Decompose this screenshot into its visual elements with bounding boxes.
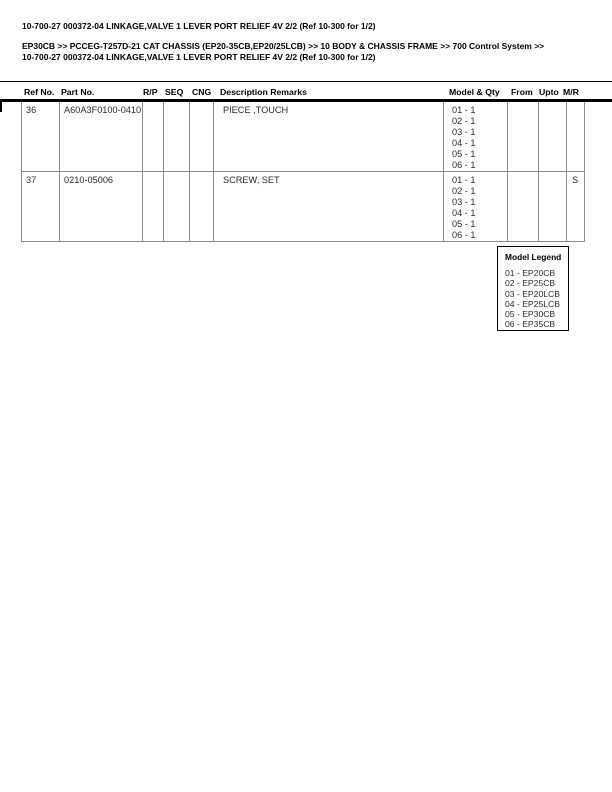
cell-description: SCREW, SET [213, 171, 444, 242]
col-header-cng: CNG [192, 87, 212, 97]
cell-upto [538, 171, 567, 242]
cell-rp [142, 171, 164, 242]
parts-table: 36 A60A3F0100-0410 PIECE ,TOUCH 01 - 1 0… [21, 102, 585, 242]
col-header-rp: R/P [143, 87, 158, 97]
col-header-seq: SEQ [165, 87, 184, 97]
left-edge-tick [0, 102, 2, 112]
breadcrumb-line-2: 10-700-27 000372-04 LINKAGE,VALVE 1 LEVE… [22, 52, 376, 62]
top-divider [0, 81, 612, 82]
legend-item: 02 - EP25CB [505, 278, 556, 289]
col-header-mr: M/R [563, 87, 579, 97]
col-header-description: Description Remarks [220, 87, 307, 97]
header-divider [0, 99, 612, 102]
cell-model-qty: 01 - 1 02 - 1 03 - 1 04 - 1 05 - 1 06 - … [443, 102, 508, 172]
col-header-model-qty: Model & Qty [449, 87, 500, 97]
col-header-from: From [511, 87, 533, 97]
cell-description: PIECE ,TOUCH [213, 102, 444, 172]
cell-mr: S [566, 171, 585, 242]
breadcrumb: EP30CB >> PCCEG-T257D-21 CAT CHASSIS (EP… [22, 41, 544, 63]
col-header-part-no: Part No. [61, 87, 95, 97]
col-header-upto: Upto [539, 87, 559, 97]
cell-mr [566, 102, 585, 172]
cell-cng [189, 102, 214, 172]
cell-part-no: A60A3F0100-0410 [59, 102, 143, 172]
cell-from [507, 102, 539, 172]
legend-item: 06 - EP35CB [505, 319, 556, 330]
cell-ref-no: 36 [21, 102, 60, 172]
cell-upto [538, 102, 567, 172]
model-legend-title: Model Legend [505, 252, 562, 262]
cell-rp [142, 102, 164, 172]
table-row-36: 36 A60A3F0100-0410 PIECE ,TOUCH 01 - 1 0… [21, 102, 585, 172]
cell-ref-no: 37 [21, 171, 60, 242]
legend-item: 01 - EP20CB [505, 268, 556, 278]
legend-item: 05 - EP30CB [505, 309, 556, 320]
model-legend: Model Legend 01 - EP20CB 02 - EP25CB 03 … [497, 246, 569, 331]
cell-seq [163, 102, 190, 172]
table-header-row: Ref No. Part No. R/P SEQ CNG Description… [0, 87, 612, 99]
breadcrumb-line-1: EP30CB >> PCCEG-T257D-21 CAT CHASSIS (EP… [22, 41, 545, 51]
cell-from [507, 171, 539, 242]
table-row-37: 37 0210-05006 SCREW, SET 01 - 1 02 - 1 0… [21, 171, 585, 242]
col-header-ref-no: Ref No. [24, 87, 55, 97]
model-legend-list: 01 - EP20CB 02 - EP25CB 03 - EP20LCB 04 … [505, 268, 568, 330]
cell-seq [163, 171, 190, 242]
page-title: 10-700-27 000372-04 LINKAGE,VALVE 1 LEVE… [22, 21, 376, 31]
legend-item: 04 - EP25LCB [505, 298, 560, 309]
cell-part-no: 0210-05006 [59, 171, 143, 242]
legend-item: 03 - EP20LCB [505, 288, 560, 299]
cell-model-qty: 01 - 1 02 - 1 03 - 1 04 - 1 05 - 1 06 - … [443, 171, 508, 242]
cell-cng [189, 171, 214, 242]
